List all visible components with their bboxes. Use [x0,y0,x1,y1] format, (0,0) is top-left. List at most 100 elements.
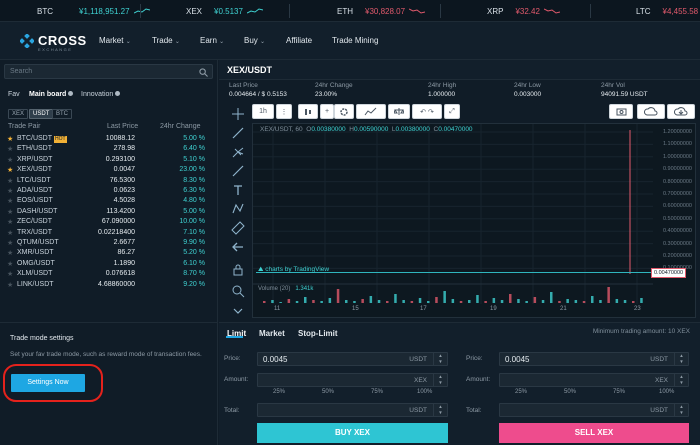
buy-pct-100[interactable]: 100% [417,389,433,395]
pair-row[interactable]: ★ ADA/USDT 0.0623 6.30 % [4,187,212,197]
star-icon[interactable]: ★ [7,219,14,227]
nav-trade[interactable]: Trade ⌄ [152,36,180,45]
tab-limit[interactable]: Limit [227,329,247,338]
add-indicator-button[interactable]: + [320,104,334,119]
star-icon[interactable]: ★ [7,198,14,206]
buy-price-input[interactable]: 0.0045 USDT ▲ ▼ [257,352,448,366]
sell-pct-100[interactable]: 100% [659,389,675,395]
buy-total-input[interactable]: USDT ▲ ▼ [257,403,448,417]
star-icon[interactable]: ★ [7,208,14,216]
ruler-icon[interactable] [231,221,245,235]
pair-row[interactable]: ★ XMR/USDT 86.27 5.20 % [4,249,212,259]
star-icon[interactable]: ★ [7,177,14,185]
ticker-item[interactable]: LTC ¥4,455.58 [636,0,700,22]
stepper-icon[interactable]: ▲ ▼ [674,353,688,365]
chip-usdt[interactable]: USDT [29,109,54,119]
star-icon[interactable]: ★ [7,146,14,154]
star-icon[interactable]: ★ [7,260,14,268]
pair-row[interactable]: ★ DASH/USDT 113.4200 5.00 % [4,208,212,218]
stepper-icon[interactable]: ▲ ▼ [674,374,688,386]
stepper-icon[interactable]: ▲ ▼ [433,374,447,386]
price-chart[interactable] [252,123,696,318]
buy-pct-75[interactable]: 75% [371,389,384,395]
chip-btc[interactable]: BTC [52,109,72,119]
pair-row[interactable]: ★ LINK/USDT 4.68860000 9.20 % [4,281,212,291]
buy-pct-50[interactable]: 50% [322,389,335,395]
stepper-icon[interactable]: ▲ ▼ [433,353,447,365]
ticker-item[interactable]: XEX ¥0.5137 [186,0,263,22]
nav-earn[interactable]: Earn ⌄ [200,36,224,45]
buy-pct-25[interactable]: 25% [273,389,286,395]
stepper-icon[interactable]: ▲ ▼ [674,404,688,416]
ticker-item[interactable]: ETH ¥30,828.07 [337,0,426,22]
pair-row[interactable]: ★ ETH/USDT 278.98 6.40 % [4,145,212,155]
cloud-load-button[interactable] [667,104,695,119]
sell-pct-25[interactable]: 25% [515,389,528,395]
arrow-left-icon[interactable] [231,240,245,254]
stepper-icon[interactable]: ▲ ▼ [433,404,447,416]
tab-main-board[interactable]: Main board [29,91,74,98]
sell-price-input[interactable]: 0.0045 USDT ▲ ▼ [499,352,689,366]
star-icon[interactable]: ★ [7,167,14,175]
star-icon[interactable]: ★ [7,136,14,143]
star-icon[interactable]: ★ [7,250,14,258]
compare-button[interactable] [388,104,410,119]
buy-amount-input[interactable]: XEX ▲ ▼ [257,373,448,387]
trend-line-icon[interactable] [231,126,245,140]
sell-total-input[interactable]: USDT ▲ ▼ [499,403,689,417]
sell-pct-75[interactable]: 75% [613,389,626,395]
undo-redo-button[interactable]: ↶ ↷ [412,104,442,119]
crosshair-icon[interactable] [231,107,245,121]
pair-row[interactable]: ★ TRX/USDT 0.02218400 7.10 % [4,229,212,239]
indicators-button[interactable] [356,104,386,119]
nav-market[interactable]: Market ⌄ [99,36,131,45]
star-icon[interactable]: ★ [7,240,14,247]
pair-row[interactable]: ★ EOS/USDT 4.5028 4.80 % [4,197,212,207]
ticker-item[interactable]: BTC ¥1,118,951.27 [37,0,150,22]
pair-row[interactable]: ★ BTC/USDT HOT 10088.12 5.00 % [4,135,212,145]
star-icon[interactable]: ★ [7,281,14,289]
settings-button[interactable] [334,104,354,119]
nav-affiliate[interactable]: Affiliate [286,36,312,45]
settings-now-button[interactable]: Settings Now [11,374,85,392]
search-input[interactable]: Search [4,64,213,79]
pattern-icon[interactable] [231,202,245,216]
pair-row[interactable]: ★ QTUM/USDT 2.6677 9.90 % [4,239,212,249]
interval-button[interactable]: 1h [252,104,274,119]
sell-amount-input[interactable]: XEX ▲ ▼ [499,373,689,387]
cloud-save-button[interactable] [637,104,665,119]
star-icon[interactable]: ★ [7,271,14,279]
interval-dropdown[interactable]: ⋮ [276,104,292,119]
chip-xex[interactable]: XEX [8,109,29,119]
tab-stop-limit[interactable]: Stop-Limit [298,329,338,338]
tab-market[interactable]: Market [259,329,285,338]
pair-row[interactable]: ★ ZEC/USDT 67.090000 10.00 % [4,218,212,228]
pair-row[interactable]: ★ OMG/USDT 1.1890 6.10 % [4,260,212,270]
nav-trade-mining[interactable]: Trade Mining [332,36,378,45]
ticker-item[interactable]: XRP ¥32.42 [487,0,560,22]
pitchfork-icon[interactable] [231,145,245,159]
pair-row[interactable]: ★ XEX/USDT 0.0047 23.00 % [4,166,212,176]
brand-logo[interactable]: CROSS EXCHANGE [20,33,87,52]
tradingview-watermark[interactable]: ⛰ charts by TradingView [258,266,329,274]
chevron-down-icon[interactable] [231,304,245,318]
star-icon[interactable]: ★ [7,188,14,195]
pair-row[interactable]: ★ LTC/USDT 76.5300 8.30 % [4,177,212,187]
star-icon[interactable]: ★ [7,229,14,237]
text-tool-icon[interactable] [231,183,245,197]
lock-icon[interactable] [231,263,245,277]
buy-button[interactable]: BUY XEX [257,423,448,443]
brush-icon[interactable] [231,164,245,178]
sell-pct-50[interactable]: 50% [564,389,577,395]
tab-fav[interactable]: Fav [8,91,20,98]
fullscreen-button[interactable]: ⤢ [444,104,460,119]
pair-row[interactable]: ★ XRP/USDT 0.293100 5.10 % [4,156,212,166]
candle-type-button[interactable] [298,104,318,119]
zoom-icon[interactable] [231,284,245,298]
pair-row[interactable]: ★ XLM/USDT 0.076618 8.70 % [4,270,212,280]
screenshot-button[interactable] [609,104,633,119]
nav-buy[interactable]: Buy ⌄ [244,36,265,45]
star-icon[interactable]: ★ [7,156,14,164]
tab-innovation[interactable]: Innovation [81,91,121,98]
sell-button[interactable]: SELL XEX [499,423,689,443]
